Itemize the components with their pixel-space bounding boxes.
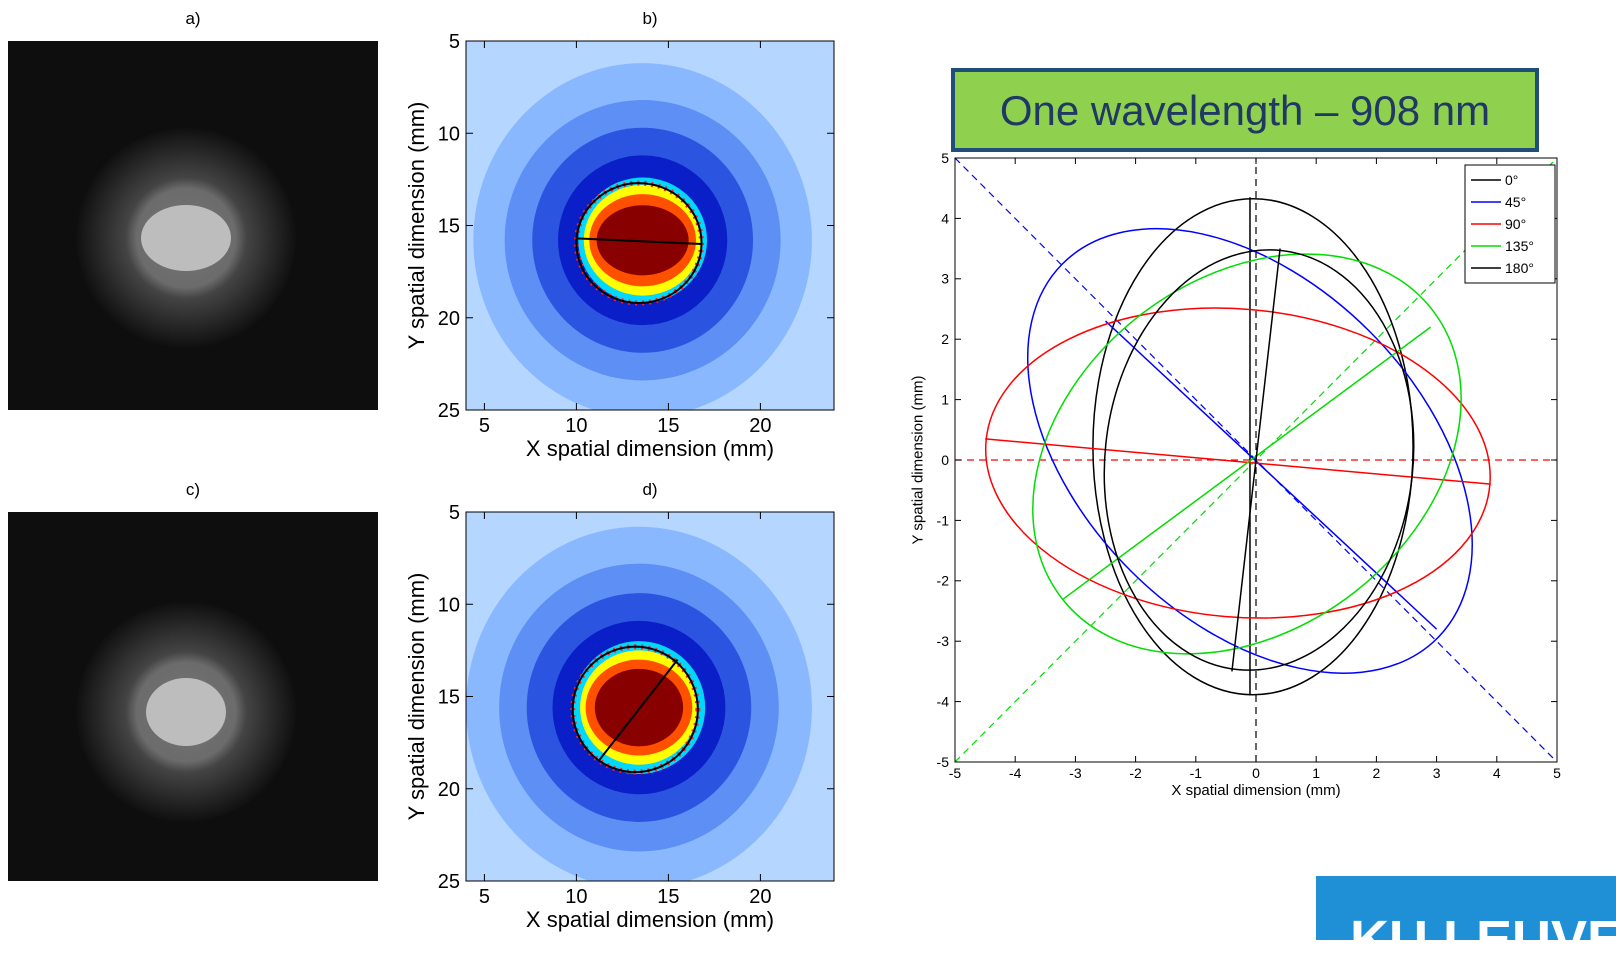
y-tick-label: -4 bbox=[937, 694, 950, 710]
x-tick-label: 10 bbox=[565, 886, 587, 908]
y-tick-label: 25 bbox=[438, 400, 460, 422]
x-tick-label: 15 bbox=[657, 415, 679, 437]
y-tick-label: 25 bbox=[438, 871, 460, 893]
y-tick-label: 15 bbox=[438, 216, 460, 238]
y-tick-label: -5 bbox=[937, 754, 950, 770]
legend: 0° 45° 90° 135° 180° bbox=[1464, 164, 1556, 284]
major-axis-line bbox=[985, 438, 1491, 485]
x-tick-label: 0 bbox=[1252, 765, 1260, 781]
x-tick-label: 20 bbox=[749, 886, 771, 908]
legend-label: 90° bbox=[1505, 216, 1526, 232]
heatmap-chart: 5 10 15 20 5 10 15 20 25 X spatial dimension (mm)… bbox=[404, 480, 835, 932]
x-tick-label: 5 bbox=[1553, 765, 1561, 781]
y-tick-label: -1 bbox=[937, 512, 950, 528]
x-tick-label: 5 bbox=[479, 886, 490, 908]
y-tick-label: 4 bbox=[941, 210, 949, 226]
x-tick-label: 2 bbox=[1373, 765, 1381, 781]
beam-ellipse bbox=[1103, 249, 1415, 671]
major-axis-line bbox=[597, 658, 679, 762]
beam-spot bbox=[141, 205, 231, 271]
plot-area bbox=[955, 158, 1557, 762]
x-axis-label: X spatial dimension (mm) bbox=[1171, 782, 1340, 799]
major-axis-line bbox=[1062, 326, 1432, 600]
y-axis-label: Y spatial dimension (mm) bbox=[910, 376, 927, 545]
logo-text: KU LEUVEN bbox=[1350, 910, 1616, 968]
y-tick-label: 5 bbox=[449, 502, 460, 524]
beam-ellipse bbox=[1027, 227, 1473, 674]
x-tick-label: 1 bbox=[1312, 765, 1320, 781]
x-tick-label: 15 bbox=[657, 886, 679, 908]
y-tick-label: 0 bbox=[941, 452, 949, 468]
banner-box bbox=[951, 68, 1539, 152]
x-axis-label: X spatial dimension (mm) bbox=[526, 436, 774, 461]
x-tick-label: -2 bbox=[1129, 765, 1142, 781]
x-tick-label: 20 bbox=[749, 415, 771, 437]
y-tick-label: -2 bbox=[937, 573, 950, 589]
y-tick-label: 5 bbox=[449, 31, 460, 53]
y-tick-label: 1 bbox=[941, 392, 949, 408]
y-tick-label: -3 bbox=[937, 633, 950, 649]
heatmap-chart: 5 10 15 20 5 10 15 20 25 X spatial dimension (mm)… bbox=[404, 9, 835, 461]
legend-label: 0° bbox=[1505, 172, 1518, 188]
panel-label: c) bbox=[186, 480, 200, 499]
x-tick-label: 3 bbox=[1433, 765, 1441, 781]
ellipse-chart: -5 -4 -3 -2 -1 0 1 2 3 4 5 -5 -4 -3 -2 -1 0 1 2 3 4 5 X spatia… bbox=[910, 150, 1562, 799]
beam-ellipse bbox=[1032, 253, 1462, 655]
major-axis-line bbox=[1231, 248, 1281, 672]
y-axis-label: Y spatial dimension (mm) bbox=[404, 102, 429, 350]
y-tick-label: 15 bbox=[438, 687, 460, 709]
y-tick-label: 10 bbox=[438, 123, 460, 145]
logo-box bbox=[1316, 876, 1616, 940]
y-axis-label: Y spatial dimension (mm) bbox=[404, 573, 429, 821]
plot-area bbox=[466, 512, 834, 881]
banner-title: One wavelength – 908 nm bbox=[1000, 87, 1490, 134]
x-axis-label: X spatial dimension (mm) bbox=[526, 907, 774, 932]
plot-area bbox=[466, 41, 834, 410]
y-tick-label: 3 bbox=[941, 271, 949, 287]
y-tick-label: 2 bbox=[941, 331, 949, 347]
legend-label: 180° bbox=[1505, 260, 1534, 276]
panel-label: d) bbox=[642, 480, 657, 499]
y-tick-label: 20 bbox=[438, 779, 460, 801]
fit-ellipse bbox=[571, 645, 699, 774]
intensity-level bbox=[596, 205, 689, 276]
x-tick-label: 4 bbox=[1493, 765, 1501, 781]
x-tick-label: -1 bbox=[1190, 765, 1203, 781]
x-tick-label: -3 bbox=[1069, 765, 1082, 781]
legend-label: 135° bbox=[1505, 238, 1534, 254]
beam-ellipse bbox=[984, 307, 1491, 619]
panel-label: a) bbox=[185, 9, 200, 28]
legend-label: 45° bbox=[1505, 194, 1526, 210]
logo: KU LEUVEN bbox=[1316, 876, 1616, 968]
x-tick-label: 5 bbox=[479, 415, 490, 437]
panel-label: b) bbox=[642, 9, 657, 28]
y-tick-label: 5 bbox=[941, 150, 949, 166]
x-tick-label: -4 bbox=[1009, 765, 1022, 781]
beam-ellipse bbox=[1092, 197, 1414, 696]
y-tick-label: 10 bbox=[438, 594, 460, 616]
beam-spot bbox=[146, 678, 226, 746]
x-tick-label: 10 bbox=[565, 415, 587, 437]
y-tick-label: 20 bbox=[438, 308, 460, 330]
x-tick-label: -5 bbox=[949, 765, 962, 781]
major-axis-line bbox=[576, 237, 702, 245]
